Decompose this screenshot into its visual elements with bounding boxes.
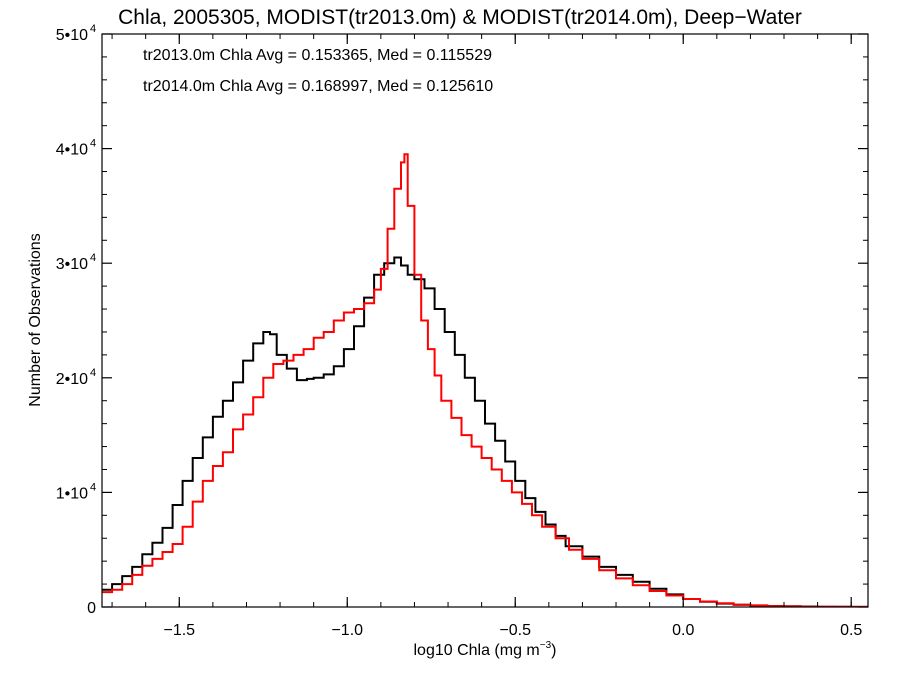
x-tick-label: 0.0 xyxy=(672,622,694,639)
x-axis-label-superscript: −3 xyxy=(540,640,552,651)
series-line-0 xyxy=(102,256,868,607)
chart-title: Chla, 2005305, MODIST(tr2013.0m) & MODIS… xyxy=(118,6,802,29)
legend-entry: tr2014.0m Chla Avg = 0.168997, Med = 0.1… xyxy=(143,78,493,95)
plot-frame xyxy=(101,33,869,608)
y-tick-label: 0 xyxy=(87,600,96,617)
y-tick-label: 3•10 xyxy=(56,256,88,273)
series-line-1 xyxy=(102,153,868,607)
y-tick-exponent: 4 xyxy=(90,138,96,150)
y-tick-label: 5•10 xyxy=(56,27,88,44)
x-axis-label: log10 Chla (mg m−3) xyxy=(413,640,556,659)
y-tick-label: 4•10 xyxy=(56,142,88,159)
legend: tr2013.0m Chla Avg = 0.153365, Med = 0.1… xyxy=(143,47,493,95)
x-tick-label: −1.0 xyxy=(331,622,363,639)
y-tick-exponent: 4 xyxy=(90,252,96,264)
y-axis-label: Number of Observations xyxy=(27,233,44,406)
x-tick-label: 0.5 xyxy=(840,622,862,639)
y-tick-exponent: 4 xyxy=(90,23,96,35)
series-layer xyxy=(102,153,868,607)
y-axis: 01•10 42•10 43•10 44•10 45•10 4 xyxy=(56,23,868,617)
y-tick-exponent: 4 xyxy=(90,481,96,493)
x-tick-label: −1.5 xyxy=(163,622,195,639)
x-tick-label: −0.5 xyxy=(499,622,531,639)
x-axis: −1.5 −1.0 −0.5 0.0 0.5 xyxy=(111,34,862,639)
y-tick-label: 1•10 xyxy=(56,485,88,502)
y-tick-label: 2•10 xyxy=(56,371,88,388)
y-tick-exponent: 4 xyxy=(90,367,96,379)
legend-entry: tr2013.0m Chla Avg = 0.153365, Med = 0.1… xyxy=(143,47,492,64)
